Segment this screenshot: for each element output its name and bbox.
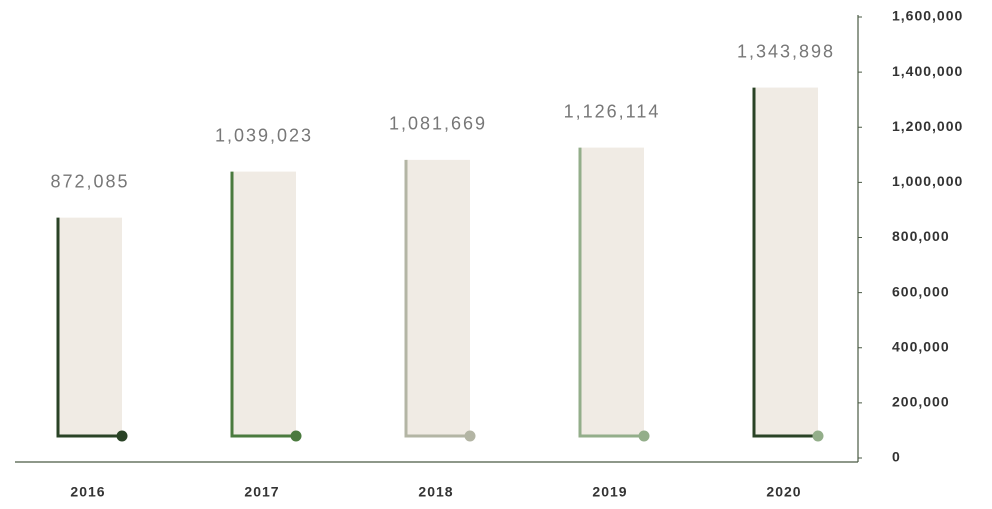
- y-tick-label: 200,000: [892, 394, 950, 410]
- y-tick-label: 1,600,000: [892, 8, 963, 24]
- value-label: 1,039,023: [215, 125, 313, 145]
- bar: [58, 217, 122, 436]
- bar: [406, 159, 470, 436]
- bar-dot: [116, 430, 128, 442]
- y-tick-label: 600,000: [892, 283, 950, 299]
- bar: [580, 147, 644, 437]
- bar: [232, 171, 296, 436]
- value-label: 872,085: [50, 171, 129, 191]
- bar: [754, 87, 818, 437]
- x-tick-label: 2018: [418, 484, 453, 500]
- value-label: 1,126,114: [564, 101, 661, 121]
- value-label: 1,081,669: [389, 114, 487, 134]
- y-tick-label: 1,000,000: [892, 173, 963, 189]
- y-tick-label: 1,400,000: [892, 63, 963, 79]
- y-tick-label: 800,000: [892, 228, 950, 244]
- bar-dot: [290, 430, 302, 442]
- bar-dot: [812, 430, 824, 442]
- y-tick-label: 400,000: [892, 338, 950, 354]
- y-tick-label: 0: [892, 449, 901, 465]
- x-tick-label: 2017: [244, 484, 279, 500]
- bar-dot: [464, 430, 476, 442]
- y-tick-label: 1,200,000: [892, 118, 963, 134]
- x-tick-label: 2020: [766, 484, 801, 500]
- x-tick-label: 2019: [592, 484, 627, 500]
- value-label: 1,343,898: [737, 41, 835, 61]
- x-tick-label: 2016: [70, 484, 105, 500]
- bar-dot: [638, 430, 650, 442]
